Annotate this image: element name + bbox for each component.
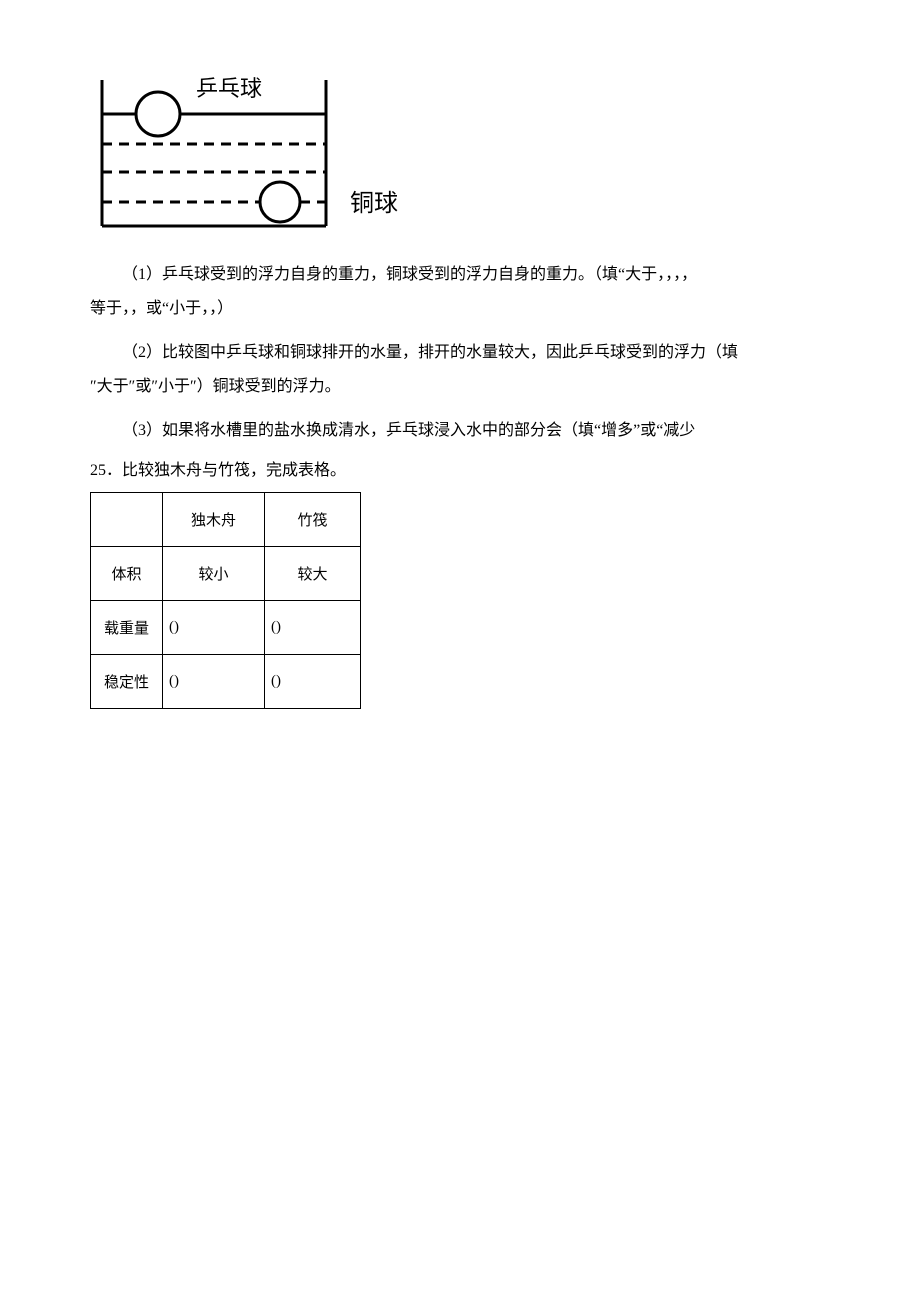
diagram-row: 乒乓球 铜球	[96, 74, 830, 230]
table-cell: ()	[163, 655, 265, 709]
copper-ball-label: 铜球	[350, 183, 398, 218]
table-cell: ()	[265, 601, 361, 655]
pingpong-label: 乒乓球	[196, 76, 262, 101]
table-cell: 竹筏	[265, 493, 361, 547]
question-2-line-1: （2）比较图中乒乓球和铜球排开的水量，排开的水量较大，因此乒乓球受到的浮力（填	[90, 338, 830, 368]
question-25-number: 25	[90, 462, 106, 479]
comparison-table: 独木舟 竹筏 体积 较小 较大 载重量 () () 稳定性 () ()	[90, 492, 361, 709]
question-2-line-2: ″大于″或″小于″）铜球受到的浮力。	[90, 372, 830, 402]
table-row: 稳定性 () ()	[91, 655, 361, 709]
question-25: 25．比较独木舟与竹筏，完成表格。	[90, 456, 830, 486]
table-cell: 载重量	[91, 601, 163, 655]
question-1-line-1: （1）乒乓球受到的浮力自身的重力，铜球受到的浮力自身的重力。（填“大于，，，，	[90, 260, 830, 290]
table-cell: 较小	[163, 547, 265, 601]
question-1-line-2: 等于，，或“小于，，）	[90, 294, 830, 324]
table-row: 独木舟 竹筏	[91, 493, 361, 547]
table-row: 载重量 () ()	[91, 601, 361, 655]
question-3-line-1: （3）如果将水槽里的盐水换成清水，乒乓球浸入水中的部分会（填“增多”或“减少	[90, 416, 830, 446]
table-cell: 稳定性	[91, 655, 163, 709]
table-row: 体积 较小 较大	[91, 547, 361, 601]
table-cell: 独木舟	[163, 493, 265, 547]
table-cell: ()	[265, 655, 361, 709]
table-cell: 体积	[91, 547, 163, 601]
table-cell: 较大	[265, 547, 361, 601]
table-cell: ()	[163, 601, 265, 655]
table-cell	[91, 493, 163, 547]
question-25-text: ．比较独木舟与竹筏，完成表格。	[106, 462, 346, 479]
buoyancy-diagram: 乒乓球	[96, 74, 332, 230]
